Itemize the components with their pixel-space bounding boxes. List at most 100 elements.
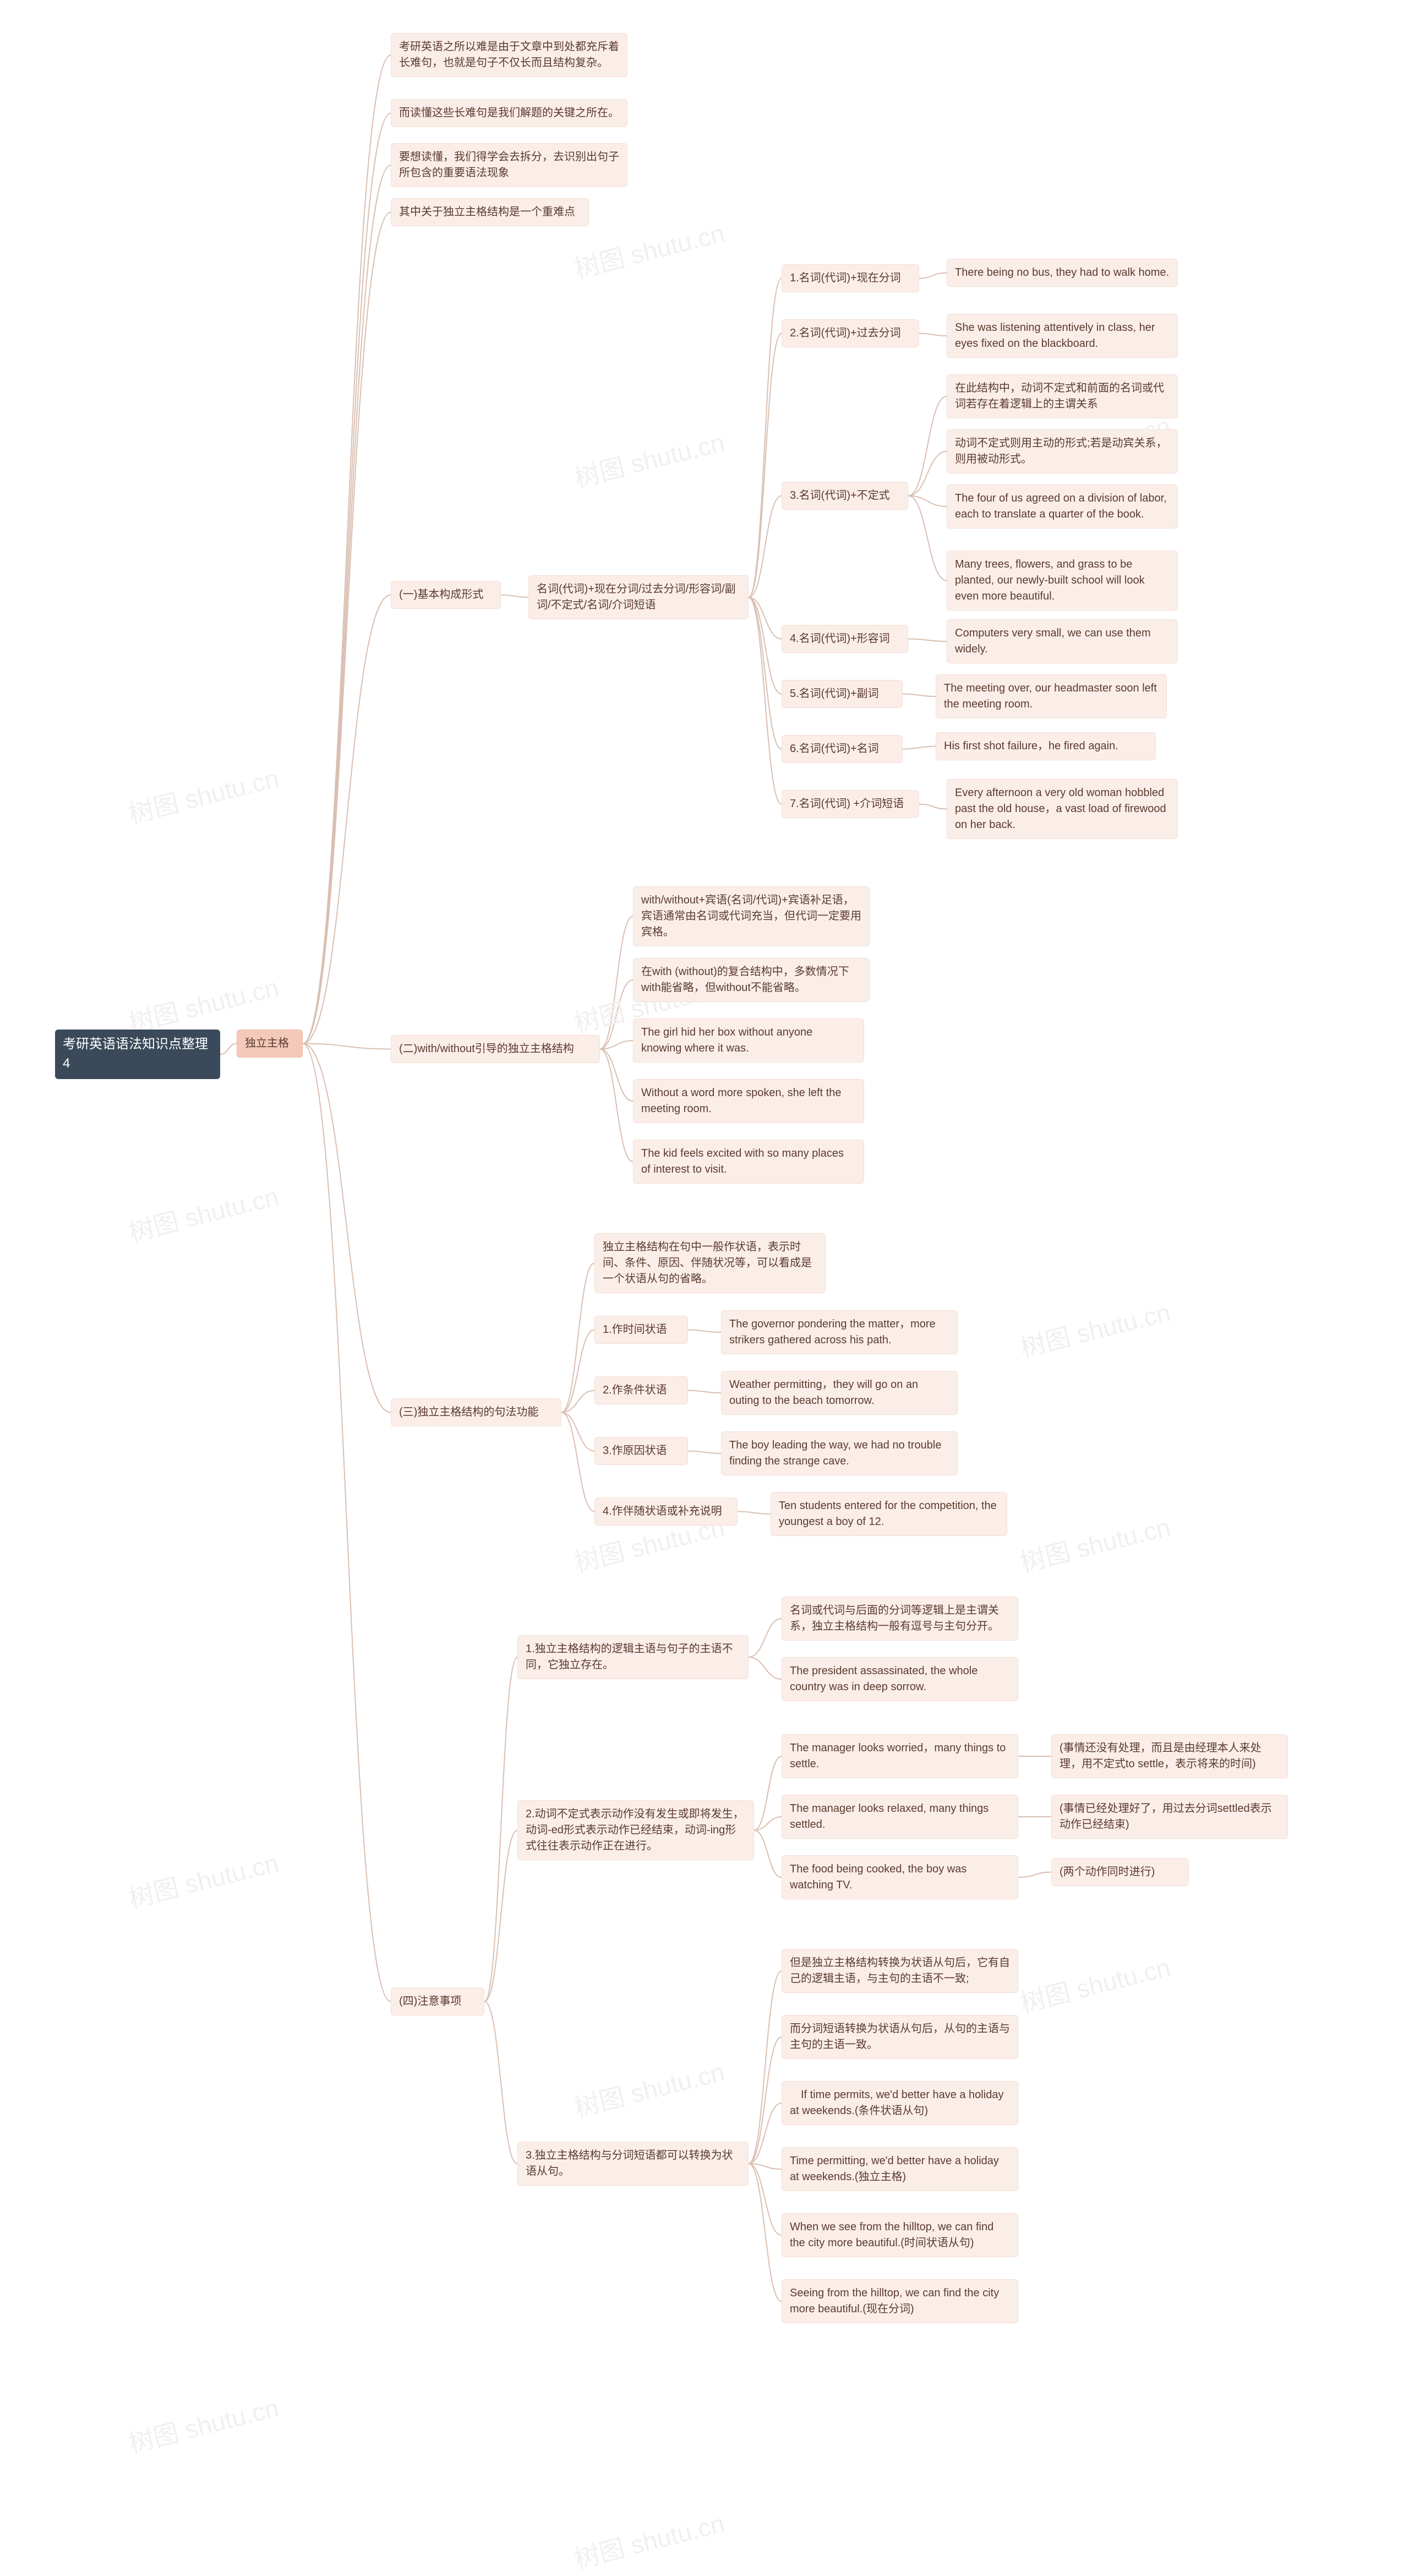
- node-label: Every afternoon a very old woman hobbled…: [955, 787, 1166, 831]
- connector: [749, 2037, 782, 2164]
- node-label: 2.动词不定式表示动作没有发生或即将发生，动词-ed形式表示动作已经结束，动词-…: [526, 1808, 744, 1852]
- mindmap-node[interactable]: Seeing from the hilltop, we can find the…: [782, 2279, 1018, 2323]
- connector: [908, 396, 947, 496]
- mindmap-node[interactable]: 4.作伴随状语或补充说明: [594, 1497, 738, 1526]
- mindmap-node[interactable]: The girl hid her box without anyone know…: [633, 1019, 864, 1063]
- mindmap-node[interactable]: 7.名词(代词) +介词短语: [782, 790, 919, 818]
- mindmap-node[interactable]: The four of us agreed on a division of l…: [947, 484, 1178, 529]
- mindmap-node[interactable]: (三)独立主格结构的句法功能: [391, 1398, 561, 1426]
- connector: [754, 1817, 782, 1831]
- connector: [561, 1330, 594, 1413]
- mindmap-node[interactable]: (四)注意事项: [391, 1987, 484, 2016]
- mindmap-node[interactable]: She was listening attentively in class, …: [947, 314, 1178, 358]
- connector: [303, 1044, 391, 1413]
- node-label: 名词或代词与后面的分词等逻辑上是主谓关系，独立主格结构一般有逗号与主句分开。: [790, 1604, 999, 1632]
- mindmap-node[interactable]: (一)基本构成形式: [391, 581, 501, 609]
- mindmap-node[interactable]: 动词不定式则用主动的形式;若是动宾关系，则用被动形式。: [947, 429, 1178, 473]
- mindmap-node[interactable]: 4.名词(代词)+形容词: [782, 625, 908, 653]
- node-label: 要想读懂，我们得学会去拆分，去识别出句子所包含的重要语法现象: [399, 151, 619, 179]
- connector: [484, 1831, 517, 2002]
- connector: [220, 1044, 237, 1055]
- connector: [919, 334, 947, 336]
- mindmap-node[interactable]: 2.名词(代词)+过去分词: [782, 319, 919, 347]
- mindmap-node[interactable]: Weather permitting，they will go on an ou…: [721, 1371, 958, 1415]
- mindmap-node[interactable]: 1.作时间状语: [594, 1316, 688, 1344]
- mindmap-node[interactable]: (两个动作同时进行): [1051, 1858, 1189, 1886]
- mindmap-node[interactable]: 而分词短语转换为状语从句后，从句的主语与主句的主语一致。: [782, 2015, 1018, 2059]
- mindmap-node[interactable]: Without a word more spoken, she left the…: [633, 1079, 864, 1123]
- connector: [908, 451, 947, 496]
- mindmap-node[interactable]: 考研英语语法知识点整理4: [55, 1030, 220, 1079]
- mindmap-node[interactable]: 3.独立主格结构与分词短语都可以转换为状语从句。: [517, 2142, 749, 2186]
- connector: [688, 1451, 721, 1454]
- mindmap-node[interactable]: 6.名词(代词)+名词: [782, 735, 903, 763]
- mindmap-node[interactable]: 独立主格结构在句中一般作状语，表示时间、条件、原因、伴随状况等，可以看成是一个状…: [594, 1233, 826, 1293]
- node-label: The president assassinated, the whole co…: [790, 1665, 977, 1693]
- mindmap-node[interactable]: Time permitting, we'd better have a holi…: [782, 2147, 1018, 2191]
- node-label: 名词(代词)+现在分词/过去分词/形容词/副词/不定式/名词/介词短语: [537, 583, 736, 611]
- mindmap-node[interactable]: 在with (without)的复合结构中，多数情况下with能省略，但with…: [633, 958, 870, 1002]
- node-label: 1.独立主格结构的逻辑主语与句子的主语不同，它独立存在。: [526, 1643, 733, 1671]
- node-label: (事情已经处理好了，用过去分词settled表示动作已经结束): [1060, 1802, 1272, 1831]
- connector: [688, 1330, 721, 1333]
- mindmap-node[interactable]: The manager looks relaxed, many things s…: [782, 1795, 1018, 1839]
- mindmap-node[interactable]: His first shot failure，he fired again.: [936, 732, 1156, 760]
- mindmap-node[interactable]: The governor pondering the matter，more s…: [721, 1310, 958, 1354]
- mindmap-node[interactable]: Many trees, flowers, and grass to be pla…: [947, 551, 1178, 611]
- mindmap-node[interactable]: 3.名词(代词)+不定式: [782, 482, 908, 510]
- mindmap-node[interactable]: Every afternoon a very old woman hobbled…: [947, 779, 1178, 839]
- mindmap-node[interactable]: (事情已经处理好了，用过去分词settled表示动作已经结束): [1051, 1795, 1288, 1839]
- node-label: Ten students entered for the competition…: [779, 1500, 997, 1528]
- node-label: 动词不定式则用主动的形式;若是动宾关系，则用被动形式。: [955, 437, 1167, 465]
- watermark: 树图 shutu.cn: [570, 213, 728, 285]
- connector: [749, 1619, 782, 1657]
- connector: [754, 1756, 782, 1831]
- mindmap-node[interactable]: If time permits, we'd better have a holi…: [782, 2081, 1018, 2125]
- node-label: She was listening attentively in class, …: [955, 322, 1155, 350]
- connector: [600, 980, 633, 1049]
- mindmap-node[interactable]: 名词(代词)+现在分词/过去分词/形容词/副词/不定式/名词/介词短语: [528, 575, 749, 619]
- mindmap-node[interactable]: The food being cooked, the boy was watch…: [782, 1855, 1018, 1899]
- mindmap-node[interactable]: 独立主格: [237, 1030, 303, 1058]
- node-label: 3.名词(代词)+不定式: [790, 489, 890, 502]
- connector: [749, 2164, 782, 2235]
- mindmap-node[interactable]: 3.作原因状语: [594, 1437, 688, 1465]
- connector: [749, 597, 782, 639]
- mindmap-node[interactable]: 名词或代词与后面的分词等逻辑上是主谓关系，独立主格结构一般有逗号与主句分开。: [782, 1597, 1018, 1641]
- mindmap-node[interactable]: 5.名词(代词)+副词: [782, 680, 903, 708]
- node-label: Seeing from the hilltop, we can find the…: [790, 2287, 999, 2315]
- node-label: 2.名词(代词)+过去分词: [790, 327, 901, 339]
- mindmap-node[interactable]: 1.名词(代词)+现在分词: [782, 264, 919, 292]
- mindmap-node[interactable]: with/without+宾语(名词/代词)+宾语补足语，宾语通常由名词或代词充…: [633, 886, 870, 946]
- connector: [754, 1831, 782, 1878]
- node-label: 独立主格: [245, 1037, 289, 1049]
- mindmap-node[interactable]: 在此结构中，动词不定式和前面的名词或代词若存在着逻辑上的主谓关系: [947, 374, 1178, 418]
- mindmap-node[interactable]: The manager looks worried，many things to…: [782, 1734, 1018, 1778]
- mindmap-node[interactable]: 而读懂这些长难句是我们解题的关键之所在。: [391, 99, 627, 127]
- mindmap-node[interactable]: The meeting over, our headmaster soon le…: [936, 674, 1167, 718]
- mindmap-node[interactable]: The president assassinated, the whole co…: [782, 1657, 1018, 1701]
- mindmap-node[interactable]: Computers very small, we can use them wi…: [947, 619, 1178, 663]
- node-label: Time permitting, we'd better have a holi…: [790, 2155, 999, 2183]
- mindmap-node[interactable]: (二)with/without引导的独立主格结构: [391, 1035, 600, 1063]
- mindmap-node[interactable]: The boy leading the way, we had no troub…: [721, 1431, 958, 1475]
- mindmap-node[interactable]: When we see from the hilltop, we can fin…: [782, 2213, 1018, 2257]
- node-label: The four of us agreed on a division of l…: [955, 492, 1167, 520]
- mindmap-node[interactable]: 2.动词不定式表示动作没有发生或即将发生，动词-ed形式表示动作已经结束，动词-…: [517, 1800, 754, 1860]
- mindmap-node[interactable]: 其中关于独立主格结构是一个重难点: [391, 198, 589, 226]
- mindmap-node[interactable]: (事情还没有处理，而且是由经理本人来处理，用不定式to settle，表示将来的…: [1051, 1734, 1288, 1778]
- mindmap-node[interactable]: 但是独立主格结构转换为状语从句后，它有自己的逻辑主语，与主句的主语不一致;: [782, 1949, 1018, 1993]
- mindmap-node[interactable]: The kid feels excited with so many place…: [633, 1140, 864, 1184]
- mindmap-node[interactable]: Ten students entered for the competition…: [771, 1492, 1007, 1536]
- watermark: 树图 shutu.cn: [570, 422, 728, 494]
- connector: [738, 1512, 771, 1515]
- mindmap-node[interactable]: 要想读懂，我们得学会去拆分，去识别出句子所包含的重要语法现象: [391, 143, 627, 187]
- mindmap-node[interactable]: 考研英语之所以难是由于文章中到处都充斥着长难句，也就是句子不仅长而且结构复杂。: [391, 33, 627, 77]
- mindmap-node[interactable]: There being no bus, they had to walk hom…: [947, 259, 1178, 287]
- connector: [749, 597, 782, 694]
- mindmap-node[interactable]: 2.作条件状语: [594, 1376, 688, 1404]
- node-label: The meeting over, our headmaster soon le…: [944, 682, 1157, 710]
- connector: [303, 213, 391, 1044]
- mindmap-node[interactable]: 1.独立主格结构的逻辑主语与句子的主语不同，它独立存在。: [517, 1635, 749, 1679]
- connector: [749, 279, 782, 598]
